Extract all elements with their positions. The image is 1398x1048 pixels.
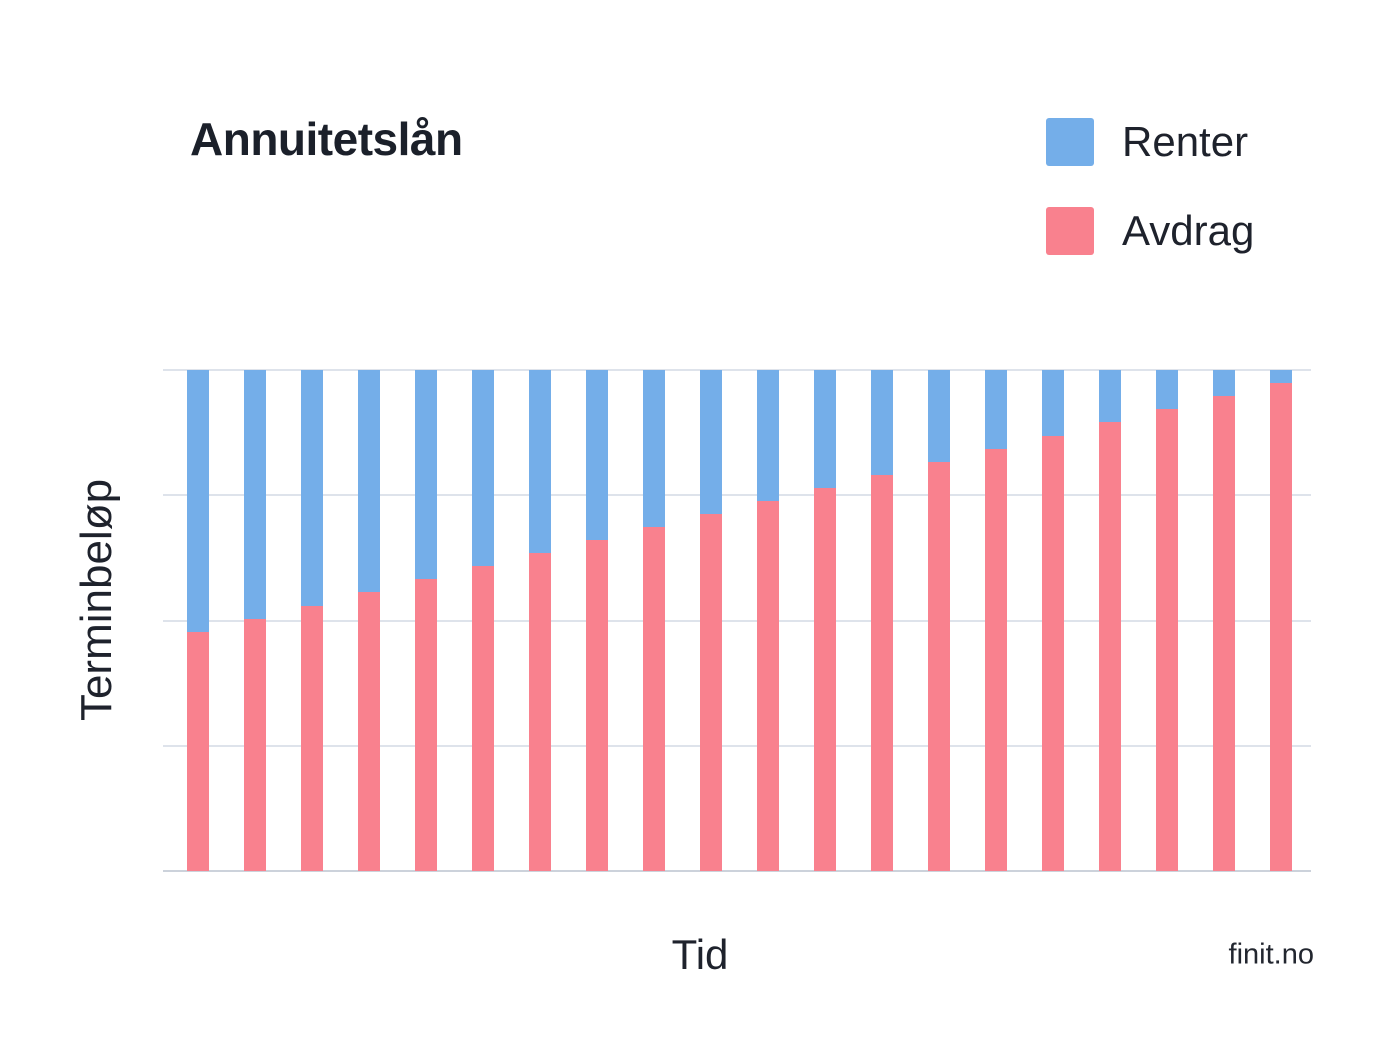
bar-segment-renter — [243, 370, 266, 619]
stacked-bar-period-4 — [357, 370, 380, 871]
stacked-bar-period-2 — [243, 370, 266, 871]
bar-segment-avdrag — [699, 514, 722, 871]
bar-segment-renter — [870, 370, 893, 475]
bar-segment-renter — [471, 370, 494, 567]
horizontal-gridline — [163, 744, 1311, 747]
stacked-bar-period-1 — [186, 370, 209, 871]
stacked-bar-period-11 — [756, 370, 779, 871]
bar-segment-renter — [585, 370, 608, 541]
bar-segment-renter — [813, 370, 836, 488]
legend-label-avdrag: Avdrag — [1122, 207, 1255, 254]
stacked-bar-period-14 — [927, 370, 950, 871]
bar-segment-avdrag — [471, 566, 494, 871]
bar-segment-renter — [1269, 370, 1292, 384]
stacked-bar-period-9 — [642, 370, 665, 871]
avdrag-color-swatch-icon — [1046, 207, 1094, 255]
bar-segment-avdrag — [186, 632, 209, 871]
bar-segment-renter — [528, 370, 551, 554]
bar-segment-avdrag — [243, 618, 266, 871]
bar-segment-avdrag — [1212, 396, 1235, 871]
stacked-bar-period-13 — [870, 370, 893, 871]
bar-segment-avdrag — [414, 579, 437, 871]
bar-segment-avdrag — [528, 553, 551, 871]
bar-segment-avdrag — [870, 474, 893, 871]
stacked-bar-period-19 — [1212, 370, 1235, 871]
plot-area — [163, 369, 1311, 872]
bar-segment-renter — [1212, 370, 1235, 397]
bar-segment-renter — [642, 370, 665, 528]
legend-label-renter: Renter — [1122, 118, 1249, 165]
stacked-bar-period-18 — [1155, 370, 1178, 871]
bar-segment-avdrag — [357, 592, 380, 871]
horizontal-gridline — [163, 494, 1311, 497]
stacked-bar-period-7 — [528, 370, 551, 871]
stacked-bar-period-5 — [414, 370, 437, 871]
bar-segment-renter — [927, 370, 950, 462]
bar-segment-avdrag — [756, 500, 779, 871]
legend-item-renter: Renter — [1046, 118, 1254, 166]
bar-segment-renter — [1155, 370, 1178, 410]
stacked-bar-period-10 — [699, 370, 722, 871]
bar-segment-renter — [300, 370, 323, 606]
bar-segment-renter — [357, 370, 380, 593]
bar-segment-renter — [414, 370, 437, 580]
watermark: finit.no — [1228, 938, 1314, 971]
bar-segment-avdrag — [1269, 383, 1292, 871]
stacked-bar-period-16 — [1041, 370, 1064, 871]
legend-item-avdrag: Avdrag — [1046, 207, 1254, 255]
bar-segment-avdrag — [1155, 409, 1178, 871]
stacked-bar-period-12 — [813, 370, 836, 871]
bar-segment-avdrag — [300, 605, 323, 871]
y-axis-label: Terminbeløp — [72, 478, 121, 722]
bar-segment-avdrag — [585, 540, 608, 871]
legend: Renter Avdrag — [1046, 118, 1254, 296]
bar-segment-renter — [699, 370, 722, 515]
bar-segment-avdrag — [1098, 422, 1121, 871]
bar-segment-renter — [1098, 370, 1121, 423]
bar-segment-avdrag — [813, 487, 836, 871]
renter-color-swatch-icon — [1046, 118, 1094, 166]
bar-segment-renter — [1041, 370, 1064, 436]
stacked-bar-period-17 — [1098, 370, 1121, 871]
bar-segment-avdrag — [984, 448, 1007, 871]
bar-segment-avdrag — [927, 461, 950, 871]
x-axis-line — [163, 870, 1311, 872]
stacked-bar-period-15 — [984, 370, 1007, 871]
horizontal-gridline — [163, 619, 1311, 622]
bar-segment-renter — [186, 370, 209, 633]
stacked-bar-period-3 — [300, 370, 323, 871]
stacked-bar-period-20 — [1269, 370, 1292, 871]
bar-segment-avdrag — [1041, 435, 1064, 871]
bar-segment-renter — [756, 370, 779, 501]
bar-segment-renter — [984, 370, 1007, 449]
chart-title: Annuitetslån — [190, 113, 463, 165]
x-axis-label: Tid — [671, 931, 729, 978]
bar-segment-avdrag — [642, 527, 665, 871]
stacked-bar-period-6 — [471, 370, 494, 871]
stacked-bar-period-8 — [585, 370, 608, 871]
horizontal-gridline — [163, 369, 1311, 371]
